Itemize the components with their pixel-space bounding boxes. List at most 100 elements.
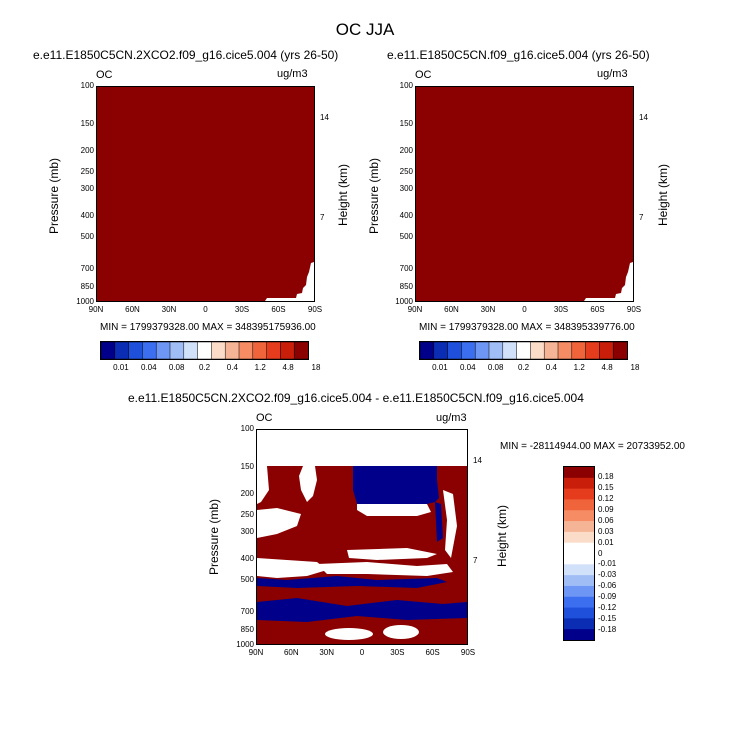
panel3-zero-region-30n <box>299 466 317 502</box>
panel3-units-label: ug/m3 <box>436 412 467 424</box>
colorbar-label: 0.06 <box>598 515 614 525</box>
pressure-tick-label: 100 <box>240 424 254 433</box>
panel2-colorbar-svg <box>420 342 627 359</box>
panel2-units-label: ug/m3 <box>597 68 628 80</box>
colorbar-swatch <box>612 342 627 359</box>
colorbar-swatch <box>488 342 504 359</box>
latitude-tick-label: 60S <box>271 305 286 314</box>
panel1-minmax: MIN = 1799379328.00 MAX = 348395175936.0… <box>100 322 316 333</box>
colorbar-label: 0 <box>598 548 603 558</box>
colorbar-swatch <box>101 342 116 359</box>
pressure-tick-label: 200 <box>80 146 94 156</box>
panel1-missing-region <box>265 262 314 301</box>
pressure-tick-label: 200 <box>399 146 413 156</box>
colorbar-label: 0.2 <box>198 363 211 372</box>
pressure-tick-label: 1000 <box>395 297 413 306</box>
panel3-zero-band-center <box>347 548 437 560</box>
colorbar-label: -0.03 <box>598 570 617 580</box>
panel2-plot-area <box>415 86 634 302</box>
height-tick-label: 14 <box>320 112 329 122</box>
colorbar-swatch <box>293 342 308 359</box>
panel3-zero-region-left-top <box>257 466 269 504</box>
colorbar-label: 0.4 <box>545 363 557 372</box>
colorbar-label: 0.04 <box>459 363 476 372</box>
colorbar-swatch <box>564 553 594 565</box>
panel1-colorbar-svg <box>101 342 308 359</box>
pressure-tick-label: 850 <box>80 281 94 291</box>
colorbar-swatch <box>543 342 559 359</box>
colorbar-label: 0.2 <box>517 363 530 372</box>
panel3-ylabel-pressure: Pressure (mb) <box>207 498 221 575</box>
panel3-negative-sliver-60s <box>435 502 443 542</box>
panel2-colorbar-labels: 0.01 0.04 0.08 0.2 0.4 1.2 4.8 18 <box>419 363 639 375</box>
latitude-tick-label: 60N <box>283 648 299 657</box>
panel1-subtitle: e.e11.E1850C5CN.2XCO2.f09_g16.cice5.004 … <box>33 48 339 62</box>
height-tick-label: 7 <box>320 213 325 223</box>
colorbar-label: -0.09 <box>598 592 617 602</box>
colorbar-label: -0.18 <box>598 625 617 635</box>
panel1-colorbar-labels: 0.01 0.04 0.08 0.2 0.4 1.2 4.8 18 <box>100 363 320 375</box>
latitude-tick-label: 30S <box>553 305 569 314</box>
panel3-negative-region-upper <box>353 466 439 504</box>
colorbar-swatch <box>114 342 130 359</box>
colorbar-label: 4.8 <box>282 363 294 372</box>
panel1-units-label: ug/m3 <box>277 68 308 80</box>
colorbar-label: 0.4 <box>226 363 238 372</box>
latitude-tick-label: 90S <box>460 648 476 657</box>
colorbar-label: 0.18 <box>598 471 614 481</box>
colorbar-swatch <box>564 499 594 511</box>
height-tick-label: 7 <box>473 556 478 566</box>
height-tick-label: 7 <box>639 213 644 223</box>
panel3-zero-region-right <box>443 490 457 558</box>
panel1-plot-area <box>96 86 315 302</box>
colorbar-swatch <box>564 521 594 533</box>
colorbar-label: -0.12 <box>598 603 617 613</box>
pressure-tick-label: 400 <box>80 211 94 221</box>
colorbar-swatch <box>266 342 282 359</box>
colorbar-swatch <box>564 510 594 522</box>
pressure-tick-label: 250 <box>80 166 94 176</box>
colorbar-swatch <box>564 596 594 609</box>
colorbar-swatch <box>447 342 463 359</box>
panel3-zero-band-mid <box>317 562 453 576</box>
panel1-field-svg <box>265 262 314 301</box>
colorbar-swatch <box>474 342 490 359</box>
colorbar-swatch <box>128 342 144 359</box>
panel2-field-svg <box>584 262 633 301</box>
panel2-ylabel-height: Height (km) <box>656 163 670 226</box>
latitude-tick-label: 60N <box>125 305 140 314</box>
latitude-tick-label: 30N <box>161 305 177 314</box>
pressure-tick-label: 250 <box>399 166 413 176</box>
colorbar-swatch <box>564 585 594 598</box>
pressure-tick-label: 500 <box>399 231 413 241</box>
colorbar-label: 1.2 <box>573 363 585 372</box>
latitude-tick-label: 30N <box>480 305 496 314</box>
colorbar-swatch <box>252 342 268 359</box>
pressure-tick-label: 250 <box>240 509 254 519</box>
colorbar-label: 1.2 <box>254 363 266 372</box>
panel3-negative-band-lower <box>257 598 467 622</box>
panel3-zero-region-left-low <box>257 558 327 578</box>
latitude-tick-label: 30S <box>234 305 250 314</box>
colorbar-swatch <box>280 342 295 359</box>
colorbar-swatch <box>564 607 594 619</box>
colorbar-swatch <box>169 342 185 359</box>
pressure-tick-label: 850 <box>399 281 413 291</box>
latitude-tick-label: 60S <box>590 305 605 314</box>
colorbar-label: 0.08 <box>168 363 185 372</box>
pressure-tick-label: 100 <box>80 81 94 90</box>
pressure-tick-label: 400 <box>399 211 413 221</box>
colorbar-swatch <box>564 575 594 587</box>
pressure-tick-label: 700 <box>80 263 94 273</box>
panel3-subtitle: e.e11.E1850C5CN.2XCO2.f09_g16.cice5.004 … <box>128 391 584 405</box>
panel3-zero-oval-b <box>383 625 419 639</box>
pressure-tick-label: 300 <box>240 527 254 537</box>
latitude-tick-label: 0 <box>522 305 527 314</box>
colorbar-label: 0.01 <box>598 537 614 547</box>
colorbar-swatch <box>516 342 532 359</box>
colorbar-label: 0.08 <box>487 363 504 372</box>
panel3-zero-region-left-mid <box>257 508 301 538</box>
colorbar-swatch <box>420 342 435 359</box>
page-title: OC JJA <box>335 20 395 39</box>
panel3-plot-area <box>256 429 468 645</box>
